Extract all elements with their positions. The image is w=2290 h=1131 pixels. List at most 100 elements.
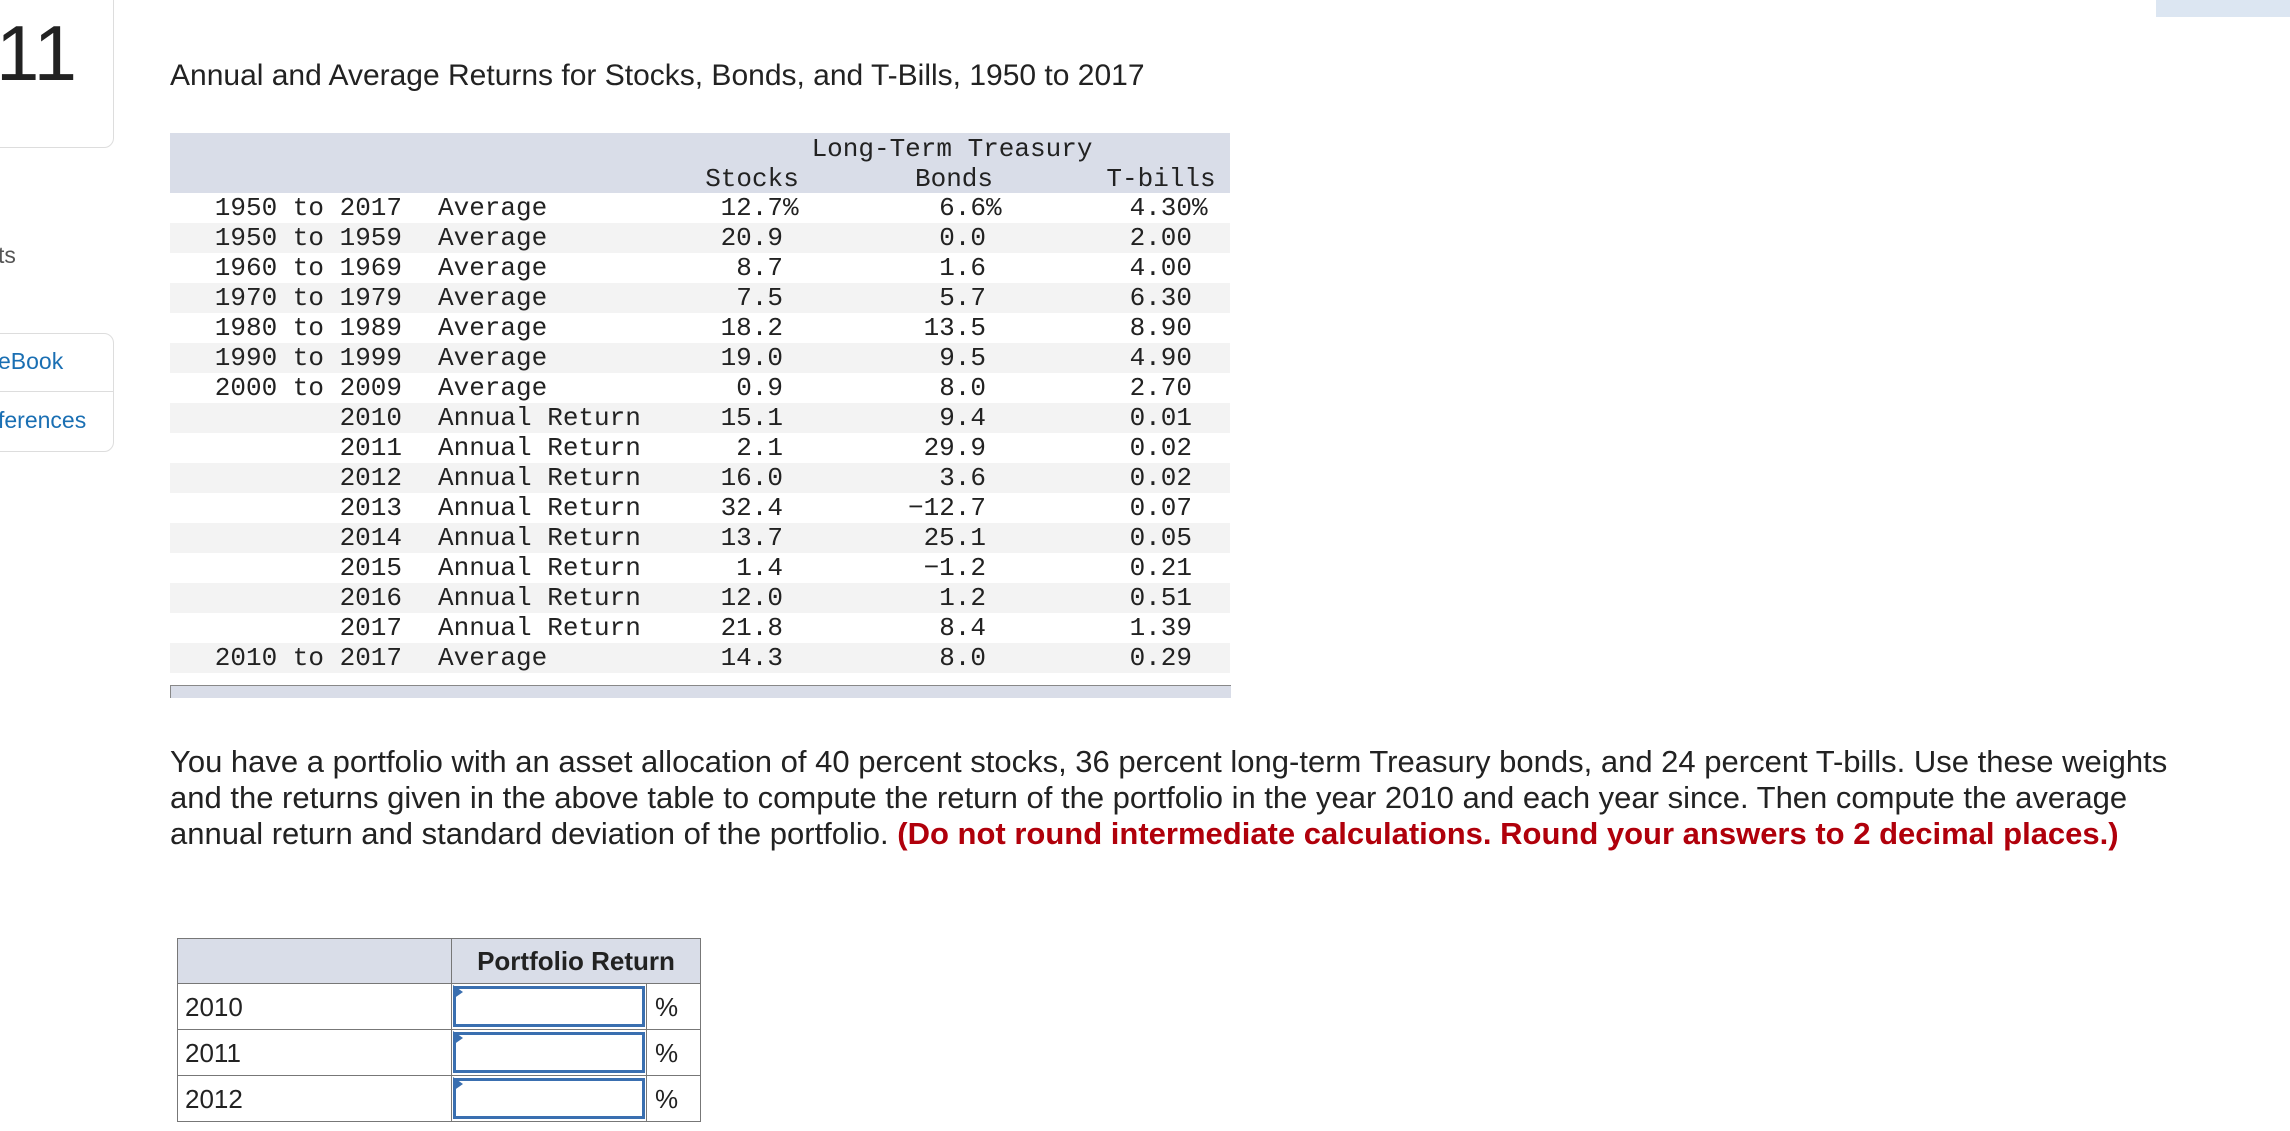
row-bg bbox=[170, 493, 1230, 523]
input-marker bbox=[453, 985, 463, 999]
cell-value: 0.07 bbox=[1129, 493, 1192, 523]
row-label: Average bbox=[438, 313, 548, 343]
cell-value: 0.05 bbox=[1129, 523, 1192, 553]
period: 1970 to 1979 bbox=[214, 283, 402, 313]
row-label: Average bbox=[438, 643, 548, 673]
period: 2000 to 2009 bbox=[214, 373, 402, 403]
row-bg bbox=[170, 433, 1230, 463]
cell-value: 29.9 bbox=[923, 433, 986, 463]
cell-value: 18.2 bbox=[720, 313, 783, 343]
cell-value: 21.8 bbox=[720, 613, 783, 643]
cell-value: 3.6 bbox=[939, 463, 986, 493]
cell-value: 4.00 bbox=[1129, 253, 1192, 283]
row-label: Annual Return bbox=[438, 553, 641, 583]
row-bg bbox=[170, 283, 1230, 313]
cell-value: 0.0 bbox=[939, 223, 986, 253]
row-label: 2010 bbox=[177, 983, 452, 1030]
row-label: 2011 bbox=[177, 1029, 452, 1076]
cell-value: 8.0 bbox=[939, 643, 986, 673]
row-bg bbox=[170, 373, 1230, 403]
row-label: 2012 bbox=[177, 1075, 452, 1122]
period: 1990 to 1999 bbox=[214, 343, 402, 373]
cell-value: 13.5 bbox=[923, 313, 986, 343]
header-cell: Portfolio Return bbox=[451, 938, 701, 984]
cell-value: 6.30 bbox=[1129, 283, 1192, 313]
period: 2010 to 2017 bbox=[214, 643, 402, 673]
row-bg bbox=[170, 643, 1230, 673]
input-marker bbox=[453, 1031, 463, 1045]
cell-value: 20.9 bbox=[720, 223, 783, 253]
sidebar-link[interactable]: ferences bbox=[0, 407, 87, 433]
row-bg bbox=[170, 463, 1230, 493]
sidebar-link[interactable]: eBook bbox=[0, 348, 64, 374]
sidebar-item[interactable]: ts bbox=[0, 242, 16, 268]
row-label: Average bbox=[438, 253, 548, 283]
row-label: Average bbox=[438, 193, 548, 223]
cell-value: 8.4 bbox=[939, 613, 986, 643]
row-label: Annual Return bbox=[438, 463, 641, 493]
cell-value: 0.02 bbox=[1129, 463, 1192, 493]
period: 2011 bbox=[339, 433, 402, 463]
period: 2012 bbox=[339, 463, 402, 493]
row-bg bbox=[170, 253, 1230, 283]
row-label: Average bbox=[438, 343, 548, 373]
input[interactable] bbox=[453, 986, 645, 1027]
cell-value: 9.4 bbox=[939, 403, 986, 433]
cell-value: 1.6 bbox=[939, 253, 986, 283]
header-cell bbox=[177, 938, 452, 984]
row-bg bbox=[170, 403, 1230, 433]
period: 1960 to 1969 bbox=[214, 253, 402, 283]
cell-value: 2.70 bbox=[1129, 373, 1192, 403]
input[interactable] bbox=[453, 1078, 645, 1119]
cell-value: 14.3 bbox=[720, 643, 783, 673]
row-label: Annual Return bbox=[438, 433, 641, 463]
cell-value: 25.1 bbox=[923, 523, 986, 553]
cell-value: 4.90 bbox=[1129, 343, 1192, 373]
question: You have a portfolio with an asset alloc… bbox=[170, 744, 2200, 852]
row-label: Average bbox=[438, 283, 548, 313]
cell-value: 8.90 bbox=[1129, 313, 1192, 343]
period: 2016 bbox=[339, 583, 402, 613]
period: 2010 bbox=[339, 403, 402, 433]
table-footer bbox=[170, 685, 1231, 698]
period: 1950 to 2017 bbox=[214, 193, 402, 223]
input[interactable] bbox=[453, 1032, 645, 1073]
cell-value: 0.51 bbox=[1129, 583, 1192, 613]
row-bg bbox=[170, 313, 1230, 343]
row-label: Annual Return bbox=[438, 523, 641, 553]
row-label: Average bbox=[438, 223, 548, 253]
row-bg bbox=[170, 613, 1230, 643]
cell-value: 2.00 bbox=[1129, 223, 1192, 253]
question-number: 11 bbox=[0, 9, 77, 97]
cell-value: 19.0 bbox=[720, 343, 783, 373]
column-header: T-bills bbox=[1106, 164, 1216, 194]
instruction: (Do not round intermediate calculations.… bbox=[897, 816, 2119, 851]
row-bg bbox=[170, 523, 1230, 553]
cell-value: 4.30% bbox=[1129, 193, 1208, 223]
divider bbox=[0, 391, 113, 392]
sidebar-box bbox=[0, 333, 114, 452]
cell-value: 8.0 bbox=[939, 373, 986, 403]
column-header: Stocks bbox=[705, 164, 799, 194]
title: Annual and Average Returns for Stocks, B… bbox=[170, 59, 1145, 92]
cell-value: 0.29 bbox=[1129, 643, 1192, 673]
column-header: Bonds bbox=[914, 164, 994, 194]
unit: % bbox=[646, 1075, 701, 1122]
cell-value: 12.7% bbox=[720, 193, 799, 223]
cell-value: 8.7 bbox=[736, 253, 783, 283]
period: 1950 to 1959 bbox=[214, 223, 402, 253]
row-bg bbox=[170, 193, 1230, 223]
row-label: Annual Return bbox=[438, 613, 641, 643]
cell-value: 32.4 bbox=[720, 493, 783, 523]
cell-value: 0.21 bbox=[1129, 553, 1192, 583]
cell-value: 1.39 bbox=[1129, 613, 1192, 643]
top-button[interactable] bbox=[2156, 0, 2290, 17]
period: 1980 to 1989 bbox=[214, 313, 402, 343]
cell-value: −1.2 bbox=[923, 553, 986, 583]
period: 2013 bbox=[339, 493, 402, 523]
cell-value: 1.4 bbox=[736, 553, 783, 583]
input-marker bbox=[453, 1077, 463, 1091]
cell-value: 13.7 bbox=[720, 523, 783, 553]
period: 2017 bbox=[339, 613, 402, 643]
